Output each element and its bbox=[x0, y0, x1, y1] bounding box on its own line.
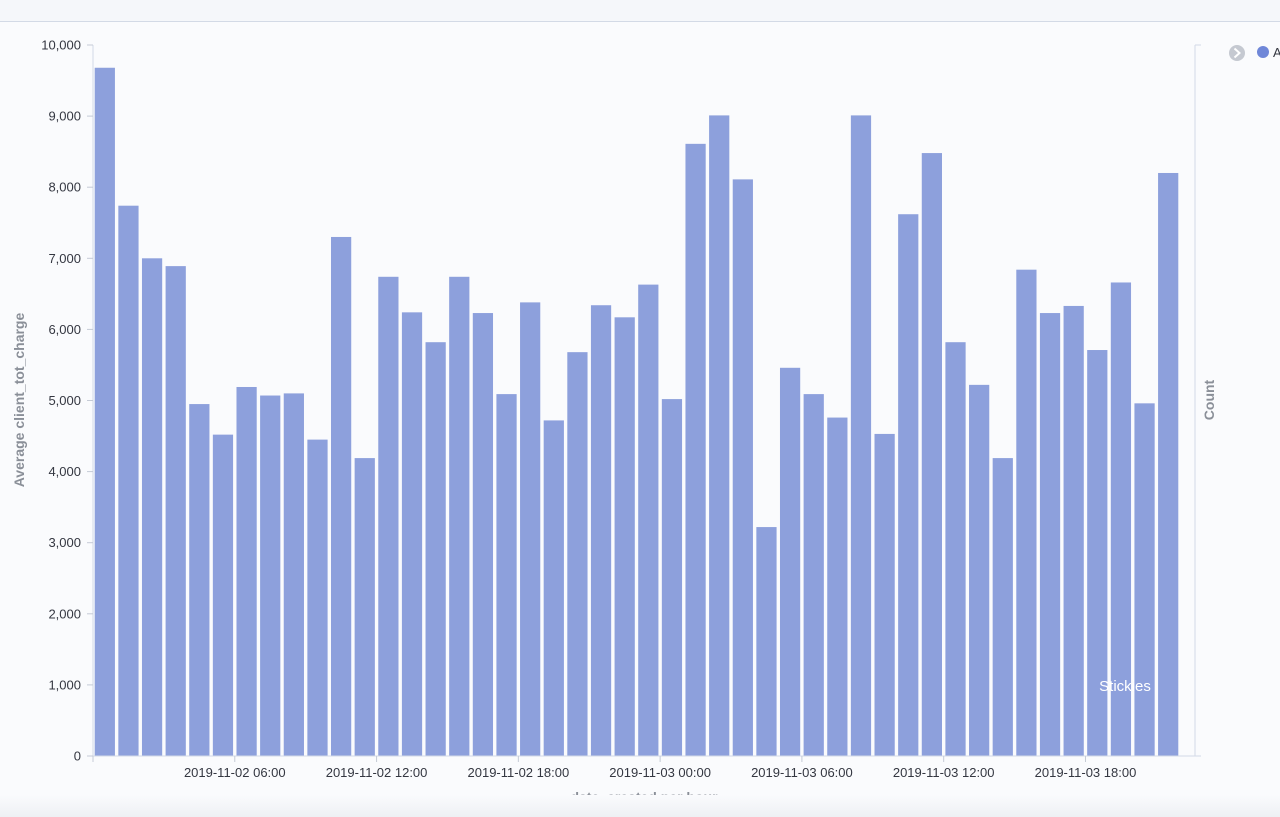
bar[interactable] bbox=[756, 527, 777, 756]
y2-axis-title: Count bbox=[1201, 379, 1217, 420]
y-tick-label: 7,000 bbox=[48, 251, 81, 266]
bar[interactable] bbox=[236, 386, 257, 756]
bar[interactable] bbox=[921, 153, 942, 756]
y-tick-label: 1,000 bbox=[48, 677, 81, 692]
bar[interactable] bbox=[449, 276, 470, 756]
x-tick-label: 2019-11-03 18:00 bbox=[1035, 765, 1137, 780]
bar[interactable] bbox=[1110, 282, 1132, 756]
bar[interactable] bbox=[1134, 403, 1155, 756]
x-tick-label: 2019-11-03 00:00 bbox=[609, 765, 711, 780]
bar[interactable] bbox=[1039, 313, 1061, 756]
y-tick-label: 2,000 bbox=[48, 606, 81, 621]
bar[interactable] bbox=[945, 342, 966, 756]
bar[interactable] bbox=[1158, 172, 1179, 757]
bar[interactable] bbox=[969, 384, 990, 756]
bar[interactable] bbox=[94, 67, 115, 756]
x-tick-label: 2019-11-02 06:00 bbox=[184, 765, 286, 780]
bar[interactable] bbox=[401, 312, 423, 756]
x-axis: 2019-11-02 06:00 2019-11-02 12:00 2019-11-… bbox=[92, 755, 1200, 780]
y-tick-label: 10,000 bbox=[41, 38, 81, 53]
y-tick-label: 5,000 bbox=[48, 393, 81, 408]
x-tick-label: 2019-11-02 12:00 bbox=[326, 765, 428, 780]
bar[interactable] bbox=[661, 399, 683, 756]
x-tick-label: 2019-11-02 18:00 bbox=[468, 765, 570, 780]
bar[interactable] bbox=[1016, 269, 1037, 756]
bar[interactable] bbox=[260, 395, 281, 756]
bar[interactable] bbox=[543, 420, 564, 756]
bars-group bbox=[94, 67, 1179, 757]
bar[interactable] bbox=[354, 458, 375, 756]
bar[interactable] bbox=[638, 284, 659, 756]
bar[interactable] bbox=[425, 342, 446, 756]
bar[interactable] bbox=[614, 317, 635, 756]
bar[interactable] bbox=[118, 205, 139, 756]
bar[interactable] bbox=[898, 214, 919, 757]
bar[interactable] bbox=[283, 393, 304, 756]
chevron-right-icon[interactable] bbox=[1229, 45, 1245, 61]
bar[interactable] bbox=[827, 417, 848, 756]
top-toolbar bbox=[0, 0, 1280, 22]
legend-color-dot bbox=[1257, 46, 1269, 58]
y-axis: 0 1,000 2,000 3,000 4,000 5,000 6,000 7,000 8,00… bbox=[41, 38, 94, 764]
y-tick-label: 4,000 bbox=[48, 464, 81, 479]
bar[interactable] bbox=[520, 302, 541, 756]
bar[interactable] bbox=[567, 352, 588, 756]
y-tick-label: 9,000 bbox=[48, 109, 81, 124]
y-tick-label: 6,000 bbox=[48, 322, 81, 337]
bar[interactable] bbox=[779, 367, 801, 756]
x-tick-label: 2019-11-03 06:00 bbox=[751, 765, 853, 780]
bar[interactable] bbox=[992, 458, 1013, 756]
legend-item[interactable]: A bbox=[1257, 45, 1280, 60]
bar[interactable] bbox=[331, 236, 352, 757]
bar[interactable] bbox=[874, 433, 895, 756]
legend-item-label: A bbox=[1273, 45, 1280, 60]
bar[interactable] bbox=[378, 276, 399, 756]
y-tick-label: 8,000 bbox=[48, 180, 81, 195]
bar[interactable] bbox=[212, 434, 234, 756]
bar[interactable] bbox=[732, 179, 753, 756]
y2-axis bbox=[1194, 44, 1201, 757]
bar[interactable] bbox=[496, 394, 517, 756]
chevron-right-icon-glyph bbox=[1233, 47, 1241, 59]
bar[interactable] bbox=[685, 143, 706, 756]
bar[interactable] bbox=[709, 115, 730, 756]
bar[interactable] bbox=[472, 313, 494, 756]
bar[interactable] bbox=[1087, 350, 1108, 756]
x-tick-label: 2019-11-03 12:00 bbox=[893, 765, 995, 780]
bottom-bar bbox=[0, 795, 1280, 817]
legend-toggle-button[interactable] bbox=[1229, 45, 1245, 61]
bar[interactable] bbox=[165, 266, 186, 756]
y-tick-label: 0 bbox=[74, 749, 81, 764]
bar[interactable] bbox=[189, 404, 210, 756]
bar[interactable] bbox=[850, 115, 872, 756]
bar[interactable] bbox=[1063, 305, 1084, 756]
y-axis-title: Average client_tot_charge bbox=[11, 313, 27, 488]
stickies-label[interactable]: Stickies bbox=[1099, 678, 1151, 695]
bar[interactable] bbox=[141, 258, 163, 756]
bar[interactable] bbox=[590, 305, 612, 756]
legend: A bbox=[1229, 45, 1280, 61]
bar[interactable] bbox=[307, 439, 328, 756]
y-tick-label: 3,000 bbox=[48, 535, 81, 550]
bar[interactable] bbox=[803, 394, 824, 756]
